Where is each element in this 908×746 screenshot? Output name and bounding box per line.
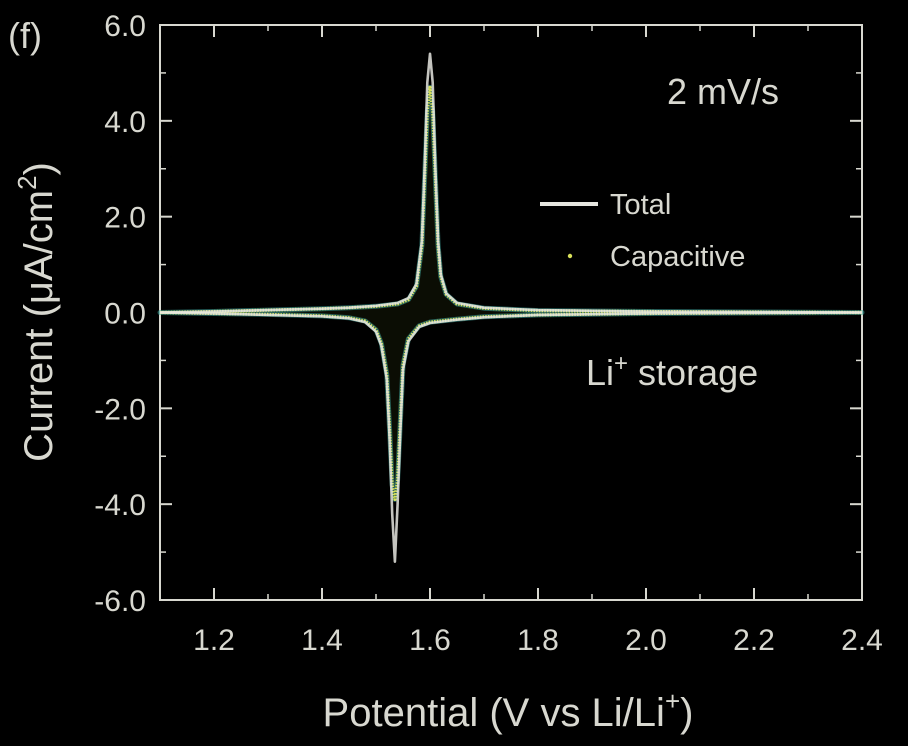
y-tick-label: -4.0 [94, 489, 146, 522]
storage-label-main: Li [586, 352, 614, 393]
y-tick-label: 6.0 [104, 10, 146, 43]
x-axis-label-close: ) [680, 691, 693, 735]
x-tick-label: 2.0 [625, 624, 667, 657]
text-layer: (f) 2 mV/s Li+ storage Total Capacitive … [8, 15, 779, 735]
x-axis-label-main: Potential (V vs Li/Li [323, 691, 665, 735]
legend-capacitive-label: Capacitive [610, 241, 745, 273]
storage-label-sup: + [614, 350, 628, 377]
x-tick-label: 1.4 [301, 624, 343, 657]
y-axis-label-close: ) [17, 162, 61, 175]
series-layer [157, 52, 865, 563]
x-tick-label: 1.2 [193, 624, 235, 657]
total-line-cathodic [159, 311, 863, 563]
storage-label-rest: storage [628, 352, 758, 393]
axes: 1.2 1.4 1.6 1.8 2.0 2.2 2.4 6.0 4.0 2.0 0.0 -2.0 -4.… [94, 10, 883, 657]
legend-capacitive-marker [567, 253, 573, 259]
scan-rate-label: 2 mV/s [667, 71, 779, 112]
y-tick-label: 4.0 [104, 106, 146, 139]
y-tick-label: 2.0 [104, 202, 146, 235]
y-tick-label: 0.0 [104, 298, 146, 331]
x-axis-label-sup: + [665, 686, 680, 716]
x-tick-label: 2.4 [841, 624, 883, 657]
panel-label: (f) [8, 15, 42, 56]
y-axis-label-main: Current (μA/cm [17, 190, 61, 462]
x-tick-label: 1.6 [409, 624, 451, 657]
total-line-anodic [159, 52, 863, 314]
storage-label: Li+ storage [586, 350, 758, 393]
y-axis-label: Current (μA/cm2) [12, 162, 61, 462]
x-axis-label: Potential (V vs Li/Li+) [323, 686, 694, 735]
x-tick-label: 2.2 [733, 624, 775, 657]
y-tick-label: -2.0 [94, 393, 146, 426]
x-tick-label: 1.8 [517, 624, 559, 657]
y-axis-label-sup: 2 [12, 175, 42, 189]
y-tick-label: -6.0 [94, 585, 146, 618]
legend-total-label: Total [610, 189, 671, 221]
